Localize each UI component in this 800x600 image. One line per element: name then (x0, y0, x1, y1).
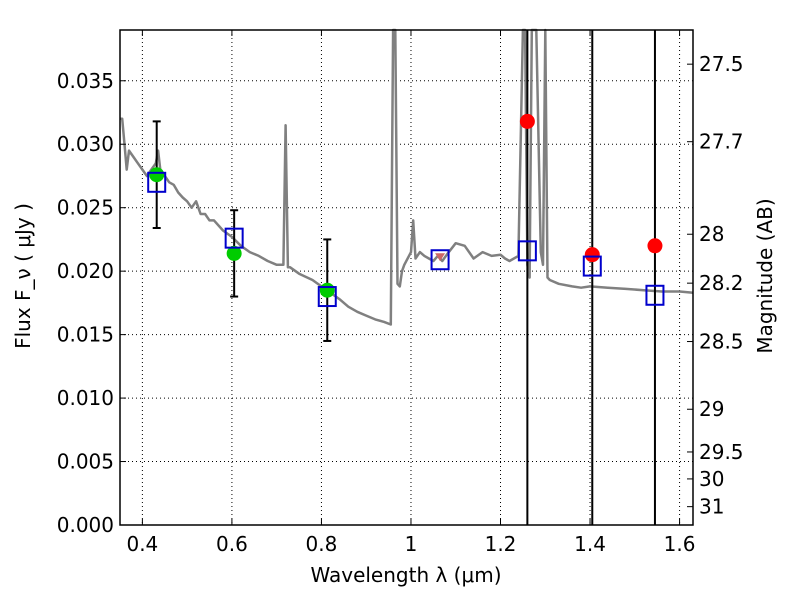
right-tick-label: 27.5 (699, 52, 744, 76)
right-tick-label: 29.5 (699, 440, 744, 464)
y-tick-label: 0.015 (57, 323, 114, 347)
detection-point (149, 167, 165, 183)
detection-point (226, 245, 242, 261)
upper-limit-point (647, 238, 663, 254)
x-tick-label: 0.6 (216, 532, 248, 556)
x-tick-label: 1.2 (485, 532, 517, 556)
y-tick-label: 0.035 (57, 69, 114, 93)
vertical-lines (526, 30, 656, 525)
x-tick-label: 1 (405, 532, 418, 556)
data-markers (147, 113, 665, 308)
template-spectrum-line (120, 28, 694, 326)
right-tick-label: 28 (699, 222, 724, 246)
model-flux-box (430, 249, 450, 271)
right-tick-label: 27.7 (699, 130, 744, 154)
right-tick-label: 28.5 (699, 330, 744, 354)
model-flux-box (317, 286, 337, 308)
right-tick-label: 29 (699, 397, 724, 421)
model-flux-box (517, 240, 537, 262)
right-tick-label: 31 (699, 495, 724, 519)
plot-border (119, 29, 694, 526)
y-axis-label: Flux F_ν ( μJy ) (11, 203, 35, 349)
right-tick-label: 28.2 (699, 271, 744, 295)
upper-limit-point (519, 113, 535, 129)
model-flux-box (147, 171, 167, 193)
model-flux-box (645, 284, 665, 306)
right-axis-label: Magnitude (AB) (753, 198, 777, 353)
plot-frame (119, 29, 694, 526)
y-tick-label: 0.005 (57, 450, 114, 474)
x-tick-label: 1.6 (664, 532, 696, 556)
x-tick-label: 0.4 (126, 532, 158, 556)
x-axis-ticks: 0.4 0.6 0.8 1 1.2 1.4 1.6 (126, 30, 695, 556)
x-tick-label: 0.8 (306, 532, 338, 556)
y-tick-label: 0.025 (57, 196, 114, 220)
y-axis-ticks: 0.000 0.005 0.010 0.015 0.020 0.025 0.030 0.035 (57, 69, 126, 537)
model-flux-box (224, 227, 244, 249)
grid-lines (120, 30, 693, 526)
model-flux-box (582, 255, 602, 277)
y-tick-label: 0.000 (57, 513, 114, 537)
right-axis-ticks: 27.5 27.7 28 28.2 28.5 29 29.5 30 31 (687, 52, 744, 519)
detection-point (319, 282, 335, 298)
upper-limit-point (584, 247, 600, 263)
x-tick-label: 1.4 (574, 532, 606, 556)
y-tick-label: 0.010 (57, 386, 114, 410)
right-tick-label: 30 (699, 467, 724, 491)
triangle-marker (435, 253, 446, 262)
y-tick-label: 0.020 (57, 259, 114, 283)
template-spectrum (120, 28, 694, 326)
y-tick-label: 0.030 (57, 132, 114, 156)
x-axis-label: Wavelength λ (μm) (310, 563, 501, 587)
